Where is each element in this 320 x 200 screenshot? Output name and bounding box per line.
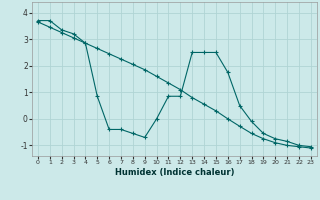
- X-axis label: Humidex (Indice chaleur): Humidex (Indice chaleur): [115, 168, 234, 177]
